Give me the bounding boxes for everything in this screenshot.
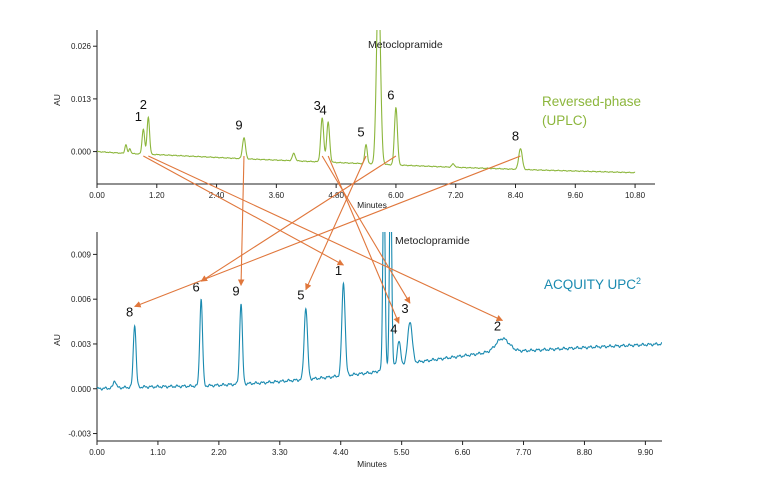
peak-arrow: [200, 155, 397, 282]
peak-label: 6: [193, 279, 200, 294]
x-tick-label: 0.00: [89, 191, 105, 200]
y-tick-label: 0.000: [71, 148, 92, 157]
x-tick-label: 8.80: [577, 448, 593, 457]
peak-label: 5: [357, 124, 364, 139]
peak-label: 6: [387, 87, 394, 102]
top-method-label-line2: (UPLC): [542, 113, 587, 128]
y-tick-label: 0.000: [71, 385, 92, 394]
x-tick-label: 1.20: [149, 191, 165, 200]
y-tick-label: 0.006: [71, 295, 92, 304]
peak-label: 9: [235, 118, 242, 133]
bottom-method-label-sup: 2: [636, 276, 641, 286]
x-tick-label: 7.20: [448, 191, 464, 200]
peak-label: 5: [297, 288, 304, 303]
x-tick-label: 10.80: [625, 191, 646, 200]
peak-arrow: [321, 155, 411, 304]
peak-correlation-arrows: [134, 155, 521, 324]
peak-label: 9: [232, 283, 239, 298]
x-tick-label: 1.10: [150, 448, 166, 457]
peak-arrow: [305, 155, 367, 291]
top-y-ticks: 0.026 0.013 0.000: [71, 42, 97, 157]
bottom-trace-line: [97, 232, 662, 391]
top-method-label: Reversed-phase: [542, 94, 641, 109]
bottom-method-label: ACQUITY UPC2: [544, 276, 641, 292]
y-tick-label: 0.009: [71, 250, 92, 259]
x-tick-label: 4.80: [328, 191, 344, 200]
bottom-y-axis-label: AU: [52, 334, 62, 346]
peak-label: 1: [335, 263, 342, 278]
top-peak-labels: 12 9 34 5 6 8: [135, 87, 519, 143]
peak-label: 2: [140, 97, 147, 112]
top-x-ticks: 0.001.202.403.604.806.007.208.409.6010.8…: [89, 184, 646, 200]
x-tick-label: 3.60: [269, 191, 285, 200]
bottom-y-ticks: 0.009 0.006 0.003 0.000 -0.003: [68, 250, 97, 439]
top-trace-line: [97, 30, 636, 174]
peak-arrow: [134, 155, 521, 308]
x-tick-label: 3.30: [272, 448, 288, 457]
peak-label: 8: [512, 128, 519, 143]
peak-label: 1: [135, 109, 142, 124]
bottom-metoclopramide-annotation: Metoclopramide: [395, 235, 470, 247]
x-tick-label: 2.20: [211, 448, 227, 457]
peak-label: 4: [390, 321, 397, 336]
top-x-axis-label: Minutes: [357, 200, 387, 210]
top-y-axis-label: AU: [52, 94, 62, 106]
top-metoclopramide-annotation: Metoclopramide: [368, 39, 443, 51]
y-tick-label: 0.026: [71, 42, 92, 51]
peak-arrow: [327, 155, 400, 324]
x-tick-label: 7.70: [516, 448, 532, 457]
bottom-x-ticks: 0.00 1.10 2.20 3.30 4.40 5.50 6.60 7.70 8.80 9.90: [89, 441, 654, 457]
bottom-peak-labels: 8 6 9 5 1 43 2: [126, 263, 501, 336]
x-tick-label: 6.60: [455, 448, 471, 457]
y-tick-label: 0.003: [71, 340, 92, 349]
peak-arrow: [143, 155, 345, 266]
x-tick-label: 6.00: [388, 191, 404, 200]
y-tick-label: 0.013: [71, 95, 92, 104]
peak-label: 8: [126, 304, 133, 319]
bottom-chart: 0.00 1.10 2.20 3.30 4.40 5.50 6.60 7.70 8.80 9.90…: [52, 232, 662, 469]
x-tick-label: 9.90: [638, 448, 654, 457]
bottom-x-axis-label: Minutes: [357, 459, 387, 469]
x-tick-label: 0.00: [89, 448, 105, 457]
x-tick-label: 9.60: [567, 191, 583, 200]
peak-label: 4: [320, 102, 327, 117]
peak-arrow: [237, 155, 245, 287]
x-tick-label: 4.40: [333, 448, 349, 457]
peak-arrow: [148, 155, 504, 322]
peak-label: 3: [401, 301, 408, 316]
x-tick-label: 5.50: [394, 448, 410, 457]
bottom-method-label-main: ACQUITY UPC: [544, 277, 636, 292]
top-chart: 0.001.202.403.604.806.007.208.409.6010.8…: [52, 30, 655, 210]
peak-label: 2: [494, 319, 501, 334]
x-tick-label: 8.40: [508, 191, 524, 200]
peak-label: 3: [314, 98, 321, 113]
y-tick-label: -0.003: [68, 430, 91, 439]
